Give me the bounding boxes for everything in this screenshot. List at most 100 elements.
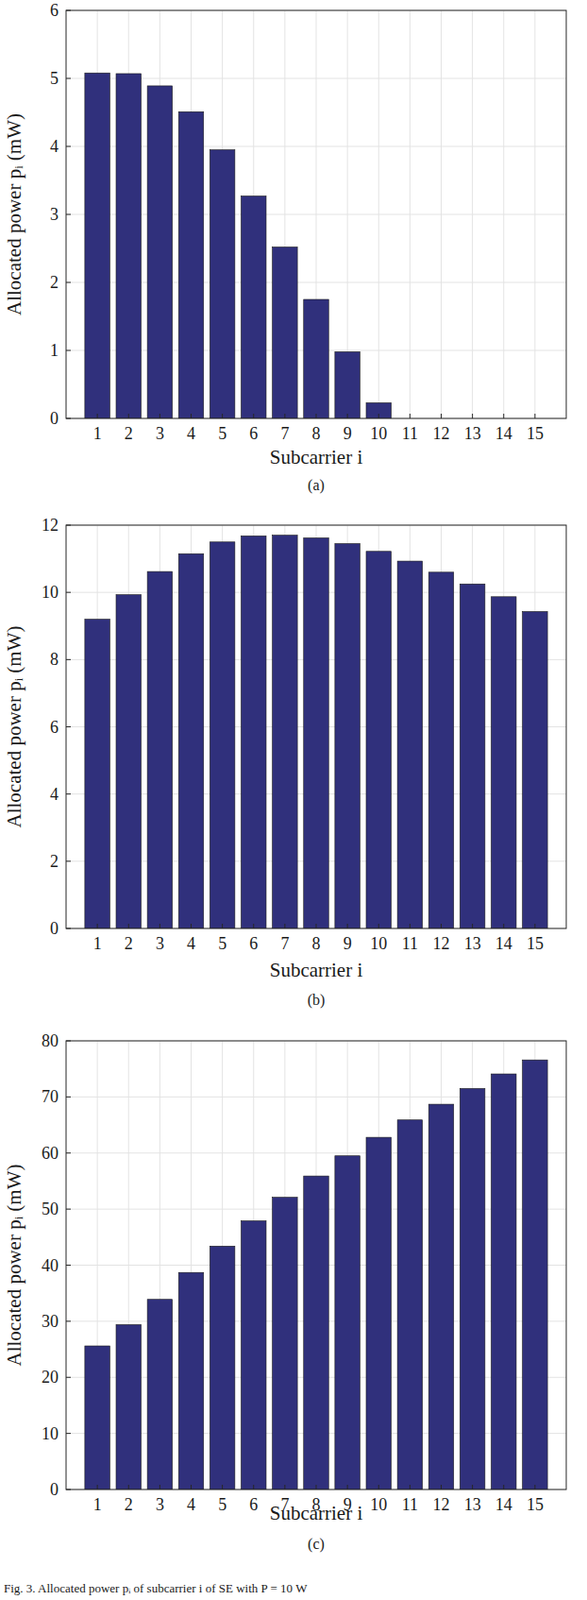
y-tick (66, 350, 71, 352)
x-tick (221, 1483, 223, 1489)
x-axis-label: Subcarrier i (269, 957, 364, 981)
x-tick (409, 413, 411, 419)
y-tick (66, 591, 71, 593)
x-tick-label: 14 (495, 423, 513, 443)
caption: Fig. 3. Allocated power pᵢ of subcarrier… (3, 1579, 308, 1594)
x-tick-label: 13 (464, 423, 482, 443)
x-grid (409, 10, 411, 419)
x-grid (534, 10, 536, 419)
y-tick (66, 1488, 71, 1490)
bar (241, 535, 268, 928)
bar (491, 1073, 518, 1489)
bar (303, 1174, 330, 1489)
y-tick (66, 927, 71, 929)
frame (66, 10, 567, 419)
x-tick (503, 1483, 504, 1489)
x-tick-label: 9 (343, 933, 353, 953)
x-tick-label: 4 (186, 933, 196, 953)
x-tick-label: 5 (218, 423, 227, 443)
bar (178, 1271, 204, 1489)
bar (84, 72, 111, 419)
x-tick (503, 922, 504, 928)
x-tick (97, 413, 99, 419)
y-tick-label: 70 (41, 1086, 59, 1106)
frame (66, 1039, 567, 1489)
x-tick-label: 8 (312, 423, 321, 443)
x-tick (471, 1483, 473, 1489)
x-tick (252, 1483, 254, 1489)
y-tick (66, 282, 71, 284)
x-tick (159, 1483, 161, 1489)
x-tick-label: 10 (369, 933, 387, 953)
x-tick (316, 1483, 318, 1489)
bar (522, 610, 549, 928)
y-axis-label: Allocated power pᵢ (mW) (2, 1163, 26, 1366)
y-tick (66, 78, 71, 80)
bar (84, 619, 111, 928)
bar (303, 299, 330, 419)
x-tick (190, 413, 192, 419)
x-tick (190, 922, 192, 928)
bar (522, 1058, 549, 1489)
x-tick-label: 10 (369, 423, 387, 443)
y-tick (66, 1375, 71, 1377)
x-tick (378, 1483, 380, 1489)
x-tick (440, 922, 442, 928)
bar (209, 150, 235, 419)
y-tick-label: 6 (50, 0, 59, 20)
x-tick-label: 11 (402, 933, 419, 953)
y-tick-label: 5 (50, 68, 59, 88)
x-tick-label: 6 (249, 423, 258, 443)
y-tick (66, 146, 71, 148)
chart: 0123456123456789101112131415Subcarrier i… (2, 0, 567, 494)
x-tick-label: 6 (249, 933, 258, 953)
x-tick (190, 1483, 192, 1489)
x-tick (471, 413, 473, 419)
plot-area (66, 1039, 567, 1489)
x-tick-label: 4 (186, 1493, 196, 1513)
x-tick (316, 413, 318, 419)
bar (272, 1196, 299, 1489)
bar (147, 1298, 173, 1489)
y-tick-label: 0 (50, 918, 59, 938)
y-tick-label: 0 (50, 408, 59, 428)
x-tick (284, 413, 286, 419)
x-tick (409, 1483, 411, 1489)
y-axis-label: Allocated power pᵢ (mW) (2, 113, 26, 316)
panel-label: (a) (307, 476, 325, 494)
bar (178, 111, 204, 419)
bar (241, 196, 268, 419)
x-tick (534, 1483, 536, 1489)
x-tick (128, 413, 130, 419)
x-tick-label: 1 (93, 423, 102, 443)
x-tick (252, 922, 254, 928)
bar (116, 1323, 142, 1489)
y-tick (66, 658, 71, 660)
plot-area (66, 10, 567, 419)
x-tick (221, 922, 223, 928)
y-tick-label: 40 (41, 1255, 59, 1275)
y-tick-label: 4 (50, 784, 59, 804)
x-tick (128, 1483, 130, 1489)
panel-label: (c) (307, 1534, 325, 1552)
y-tick-label: 8 (50, 649, 59, 669)
x-tick (347, 922, 349, 928)
y-tick (66, 1039, 71, 1041)
x-tick (284, 1483, 286, 1489)
x-tick (347, 413, 349, 419)
y-tick-label: 3 (50, 204, 59, 224)
x-tick (97, 922, 99, 928)
bar (366, 402, 392, 419)
y-tick (66, 418, 71, 420)
y-tick-label: 50 (41, 1198, 59, 1218)
x-tick-label: 11 (402, 1493, 419, 1513)
x-tick (159, 413, 161, 419)
y-tick (66, 859, 71, 861)
frame (66, 524, 567, 928)
x-tick-label: 1 (93, 1493, 102, 1513)
y-tick-label: 1 (50, 340, 59, 360)
x-tick-label: 2 (124, 933, 134, 953)
x-tick-label: 15 (526, 933, 544, 953)
y-tick (66, 214, 71, 216)
x-tick-label: 2 (124, 1493, 134, 1513)
